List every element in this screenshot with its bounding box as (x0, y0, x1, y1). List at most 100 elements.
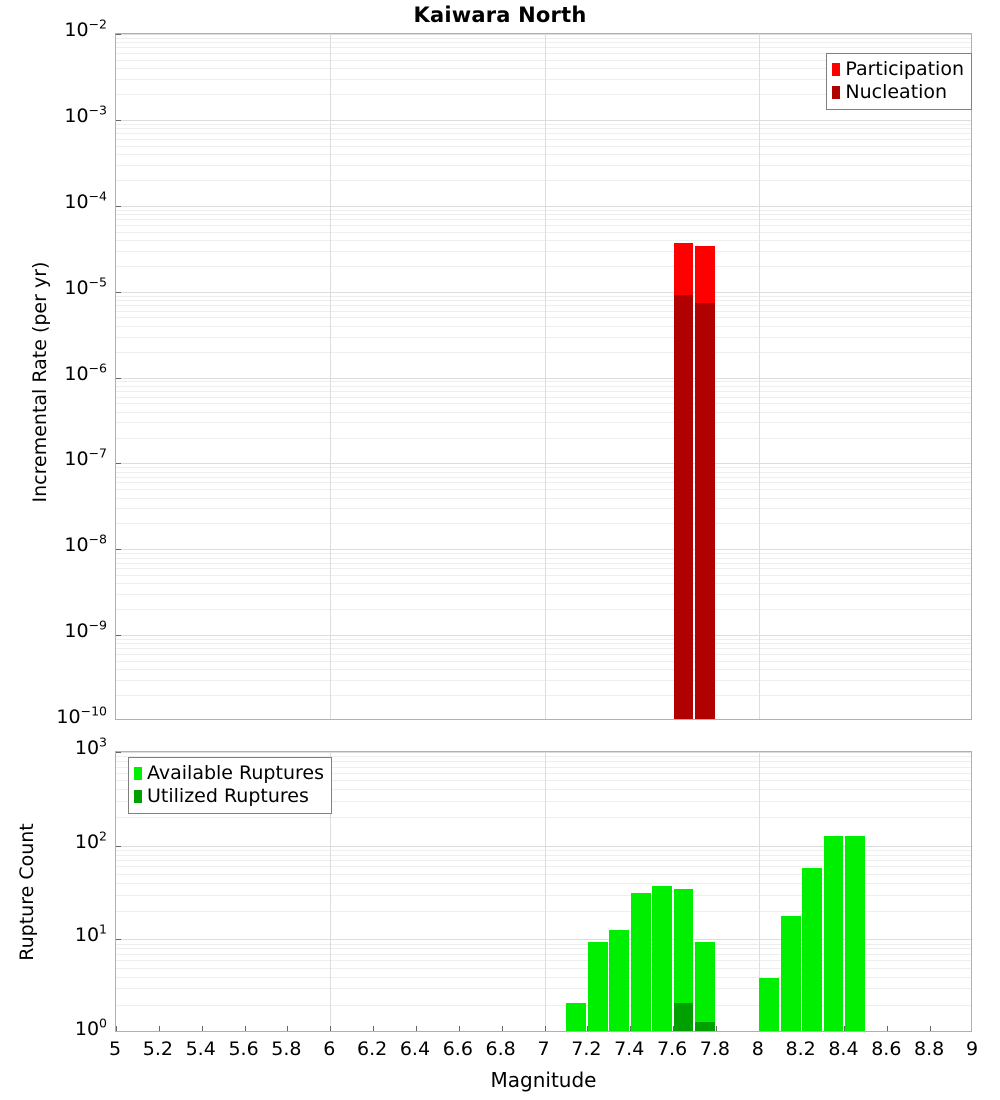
x-axis-tick-mark (587, 1026, 588, 1031)
y-axis-tick-mark (116, 34, 121, 35)
x-axis-tick-label: 8.4 (828, 1038, 859, 1060)
x-axis-tick-label: 7 (537, 1038, 550, 1060)
x-axis-tick-mark (116, 1026, 117, 1031)
x-axis-tick-mark (930, 1026, 931, 1031)
y-axis-tick-label: 100 (74, 1015, 107, 1040)
y-axis-tick-label: 10−4 (64, 188, 107, 213)
legend-item-available-ruptures: Available Ruptures (134, 762, 324, 785)
x-axis-tick-label: 7.4 (614, 1038, 645, 1060)
legend-item-participation: Participation (832, 58, 964, 81)
x-axis-tick-mark (502, 1026, 503, 1031)
bar (673, 294, 694, 719)
x-axis-tick-mark (844, 1026, 845, 1031)
x-axis-title: Magnitude (490, 1068, 597, 1092)
y-axis-tick-mark (116, 378, 121, 379)
y-axis-tick-mark (116, 846, 121, 847)
x-axis-tick-mark (673, 1026, 674, 1031)
x-axis-tick-label: 7.6 (656, 1038, 688, 1060)
legend-swatch-nucleation (832, 86, 841, 99)
x-axis-tick-label: 8 (751, 1038, 764, 1060)
x-axis-tick-label: 6 (323, 1038, 336, 1060)
bar (802, 868, 823, 1031)
x-axis-tick-mark (459, 1026, 460, 1031)
x-axis-tick-mark (245, 1026, 246, 1031)
y-axis-tick-label: 10−2 (64, 16, 107, 41)
y-axis-tick-label: 10−7 (64, 446, 107, 471)
y-axis-tick-label: 10−10 (56, 703, 107, 728)
x-axis-tick-mark (545, 1026, 546, 1031)
bar (759, 977, 780, 1031)
legend-swatch-available-ruptures (134, 767, 142, 780)
x-axis-tick-mark (416, 1026, 417, 1031)
x-axis-tick-mark (287, 1026, 288, 1031)
page-title: Kaiwara North (413, 3, 587, 27)
x-axis-tick-mark (202, 1026, 203, 1031)
x-axis-tick-mark (887, 1026, 888, 1031)
incremental-rate-plot-area (115, 33, 972, 720)
bar-layer-top (116, 34, 971, 719)
x-axis-tick-label: 5 (108, 1038, 122, 1060)
x-axis-tick-label: 9 (965, 1038, 979, 1060)
x-axis-tick-label: 8.8 (914, 1038, 945, 1060)
bar (566, 1002, 587, 1031)
y-axis-tick-label: 101 (74, 922, 107, 947)
x-axis-tick-mark (716, 1026, 717, 1031)
bar (587, 941, 608, 1031)
y-axis-tick-label: 103 (74, 734, 107, 759)
legend-label-available-ruptures: Available Ruptures (147, 762, 324, 784)
legend-label-participation: Participation (845, 58, 964, 80)
x-axis-tick-mark (630, 1026, 631, 1031)
bar (673, 888, 694, 1031)
bar (694, 302, 715, 719)
y-axis-tick-label: 10−3 (64, 102, 107, 127)
bar (780, 915, 801, 1031)
y-axis-title-bottom: Rupture Count (16, 823, 38, 961)
legend-swatch-participation (832, 63, 841, 76)
bar (694, 1021, 715, 1031)
bar (844, 835, 865, 1031)
y-axis-tick-label: 10−5 (64, 274, 107, 299)
legend-item-nucleation: Nucleation (832, 81, 964, 104)
legend-label-nucleation: Nucleation (845, 81, 948, 103)
y-axis-title-top: Incremental Rate (per yr) (29, 261, 51, 503)
x-axis-tick-label: 7.8 (699, 1038, 730, 1060)
y-axis-tick-mark (116, 939, 121, 940)
y-axis-tick-mark (116, 463, 121, 464)
legend-label-utilized-ruptures: Utilized Ruptures (147, 785, 309, 807)
x-axis-tick-label: 6.2 (356, 1038, 388, 1060)
y-axis-tick-label: 102 (74, 828, 107, 853)
legend-top: Participation Nucleation (826, 53, 972, 110)
bar (823, 836, 844, 1031)
x-axis-tick-label: 8.6 (871, 1038, 902, 1060)
x-axis-tick-label: 6.6 (442, 1038, 473, 1060)
y-axis-tick-mark (116, 120, 121, 121)
x-axis-tick-label: 5.8 (271, 1038, 302, 1060)
x-axis-tick-mark (159, 1026, 160, 1031)
bar (694, 941, 715, 1031)
bar (673, 1002, 694, 1031)
bar (652, 886, 673, 1031)
x-axis-tick-mark (330, 1026, 331, 1031)
y-axis-tick-label: 10−8 (64, 531, 107, 557)
legend-item-utilized-ruptures: Utilized Ruptures (134, 785, 324, 808)
legend-bottom: Available Ruptures Utilized Ruptures (128, 757, 332, 814)
y-axis-tick-mark (116, 292, 121, 293)
x-axis-tick-mark (373, 1026, 374, 1031)
x-axis-tick-label: 6.4 (399, 1038, 431, 1060)
y-axis-tick-mark (116, 752, 121, 753)
x-axis-tick-label: 5.2 (142, 1038, 173, 1060)
y-axis-tick-mark (116, 635, 121, 636)
x-axis-tick-label: 6.8 (485, 1038, 516, 1060)
y-axis-tick-label: 10−9 (64, 617, 107, 643)
x-axis-tick-label: 5.4 (185, 1038, 216, 1060)
bar (630, 892, 651, 1031)
x-axis-tick-label: 5.6 (228, 1038, 259, 1060)
bar (609, 929, 630, 1031)
legend-swatch-utilized-ruptures (134, 790, 142, 803)
y-axis-tick-label: 10−6 (64, 360, 107, 385)
x-axis-tick-label: 8.2 (785, 1038, 816, 1060)
y-axis-tick-mark (116, 206, 121, 207)
bar-layer-bottom (116, 752, 971, 1031)
y-axis-tick-mark (116, 549, 121, 550)
